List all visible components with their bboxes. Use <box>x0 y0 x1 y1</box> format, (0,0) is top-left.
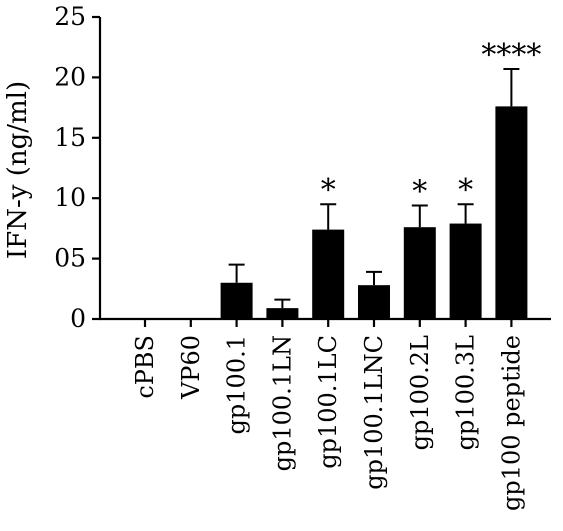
bar <box>312 229 345 319</box>
error-bars <box>228 67 520 309</box>
significance-marker: **** <box>481 38 541 73</box>
x-axis-labels: cPBS VP60 gp100.1 gp100.1LN gp100.1LC gp100.1… <box>131 319 525 511</box>
x-tick-label: gp100.1LC <box>314 335 342 469</box>
y-tick-label: 10 <box>54 183 86 212</box>
x-tick-label: VP60 <box>177 335 205 400</box>
y-axis-ticks: 0 05 10 15 20 25 <box>54 2 100 333</box>
x-tick-label: cPBS <box>131 335 159 399</box>
bar <box>403 227 436 319</box>
y-tick-label: 05 <box>54 244 86 273</box>
bar <box>495 106 528 319</box>
y-tick-label: 25 <box>54 2 86 31</box>
y-tick-label: 0 <box>70 304 86 333</box>
y-tick-label: 15 <box>54 123 86 152</box>
x-tick-label: gp100.1LN <box>268 335 296 471</box>
bars <box>220 106 528 319</box>
bar <box>266 308 299 319</box>
x-tick-label: gp100.3L <box>452 335 480 450</box>
bar <box>220 282 253 319</box>
y-axis-label: IFN-y (ng/ml) <box>3 81 33 259</box>
significance-markers: * * ***** <box>321 38 542 210</box>
bar <box>358 285 390 319</box>
significance-marker: * <box>458 173 473 208</box>
significance-marker: * <box>412 174 427 209</box>
bar <box>449 223 482 319</box>
x-tick-label: gp100 peptide <box>497 335 525 511</box>
x-tick-label: gp100.2L <box>406 335 434 450</box>
y-tick-label: 20 <box>54 62 86 91</box>
x-tick-label: gp100.1 <box>223 335 251 434</box>
x-tick-label: gp100.1LNC <box>360 335 388 490</box>
significance-marker: * <box>321 173 336 208</box>
